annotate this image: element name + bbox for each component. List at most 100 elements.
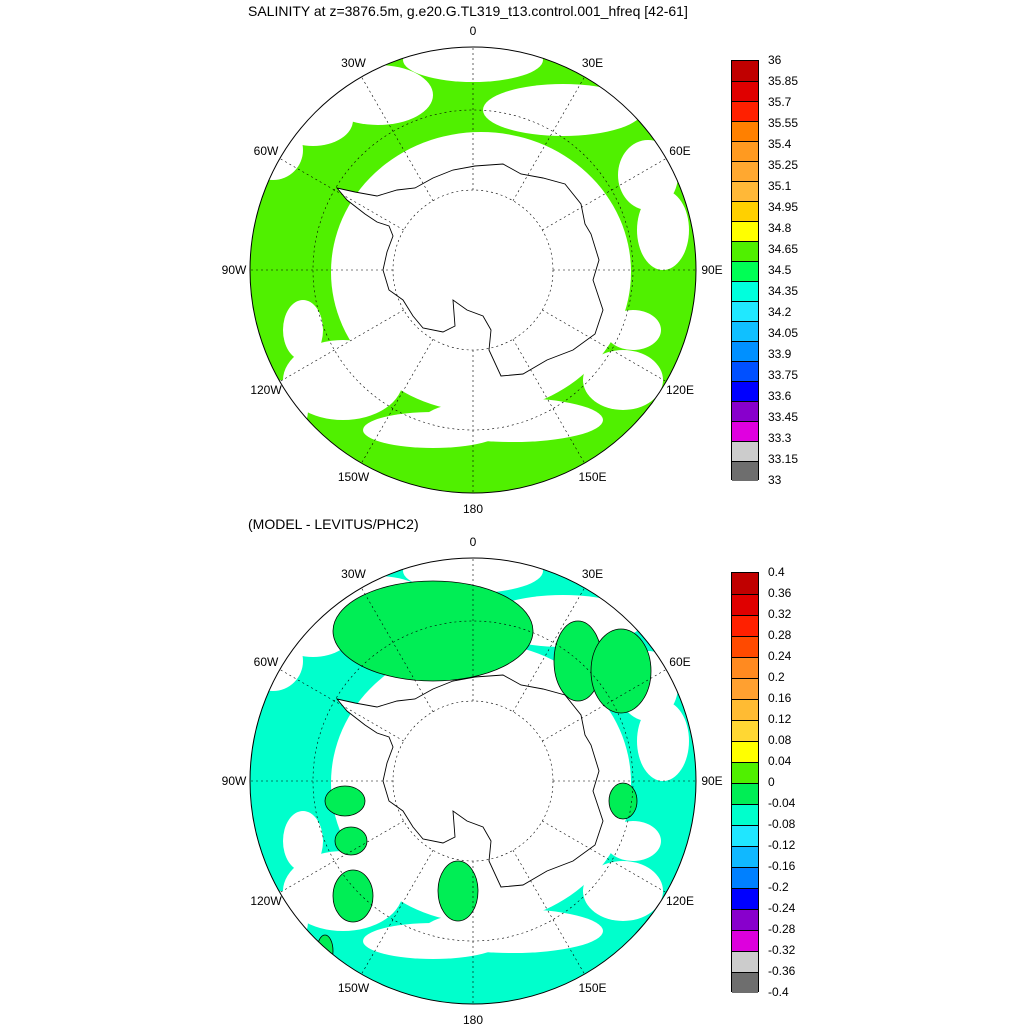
colorbar-swatch (732, 141, 758, 161)
positive-anomaly-patch (590, 628, 652, 714)
longitude-label: 180 (462, 502, 484, 516)
meridian-line (279, 820, 404, 893)
colorbar-swatch (732, 201, 758, 221)
meridian-line (512, 850, 585, 975)
longitude-label: 90W (221, 263, 247, 277)
colorbar-label: 34.65 (768, 242, 799, 256)
colorbar-label: 0.24 (768, 649, 792, 663)
missing-data-patch (363, 923, 503, 959)
positive-anomaly-patch (332, 869, 374, 923)
colorbar-label: -0.28 (768, 922, 796, 936)
meridian-line (512, 339, 585, 464)
colorbar-label: 0.16 (768, 691, 792, 705)
colorbar-swatch (732, 678, 758, 699)
positive-anomaly-patch (334, 826, 368, 856)
meridian-line (361, 850, 434, 975)
colorbar-swatch (732, 121, 758, 141)
longitude-label: 30W (341, 567, 366, 582)
colorbar-swatch (732, 441, 758, 461)
meridian-line (361, 339, 434, 464)
meridian-line (512, 76, 585, 201)
colorbar-swatch (732, 421, 758, 441)
missing-data-patch (637, 701, 689, 781)
missing-data-patch (283, 300, 323, 360)
map-boundary (249, 46, 697, 494)
longitude-label: 30W (341, 56, 366, 71)
longitude-label: 90E (701, 263, 723, 277)
colorbar-swatch (732, 221, 758, 241)
colorbar-label: 35.85 (768, 74, 799, 88)
panel1-colorbar (731, 60, 759, 481)
longitude-label: 120E (665, 893, 694, 908)
colorbar-swatch (732, 261, 758, 281)
missing-data-patch (363, 412, 503, 448)
colorbar-label: 0.28 (768, 628, 792, 642)
longitude-label: 90W (221, 774, 247, 788)
colorbar-swatch (732, 909, 758, 930)
positive-anomaly-patch (437, 860, 479, 922)
longitude-label: 0 (469, 24, 477, 38)
colorbar-label: 34.5 (768, 263, 792, 277)
longitude-label: 150E (578, 469, 607, 484)
colorbar-swatch (732, 741, 758, 762)
colorbar-label: -0.08 (768, 817, 796, 831)
colorbar-swatch (732, 301, 758, 321)
colorbar-swatch (732, 699, 758, 720)
colorbar-label: 33.3 (768, 431, 792, 445)
antarctica-coastline (335, 674, 604, 888)
colorbar-label: 35.55 (768, 116, 799, 130)
colorbar-label: -0.2 (768, 880, 789, 894)
colorbar-label: 33.45 (768, 410, 799, 424)
missing-data-patch (637, 190, 689, 270)
colorbar-label: 0.32 (768, 607, 792, 621)
colorbar-swatch (732, 573, 758, 594)
colorbar-label: 0.2 (768, 670, 785, 684)
meridian-line (279, 669, 404, 742)
colorbar-label: -0.16 (768, 859, 796, 873)
colorbar-swatch (732, 825, 758, 846)
panel2-colorbar (731, 572, 759, 993)
colorbar-swatch (732, 972, 758, 993)
longitude-label: 150E (578, 980, 607, 995)
colorbar-swatch (732, 241, 758, 261)
colorbar-label: 34.35 (768, 284, 799, 298)
colorbar-label: 0.04 (768, 754, 792, 768)
colorbar-swatch (732, 888, 758, 909)
colorbar-swatch (732, 361, 758, 381)
colorbar-label: 0 (768, 775, 775, 789)
colorbar-swatch (732, 783, 758, 804)
panel2-title: (MODEL - LEVITUS/PHC2) (248, 516, 419, 532)
colorbar-swatch (732, 636, 758, 657)
longitude-label: 30E (581, 567, 604, 582)
colorbar-swatch (732, 461, 758, 481)
map-boundary (249, 557, 697, 1005)
meridian-line (542, 820, 667, 893)
meridian-line (542, 309, 667, 382)
colorbar-swatch (732, 181, 758, 201)
colorbar-label: 0.12 (768, 712, 792, 726)
colorbar-swatch (732, 61, 758, 81)
colorbar-swatch (732, 951, 758, 972)
panel1-title: SALINITY at z=3876.5m, g.e20.G.TL319_t13… (248, 3, 688, 19)
longitude-label: 150W (337, 980, 370, 995)
missing-data-patch (583, 350, 663, 410)
positive-anomaly-patch (332, 580, 534, 682)
colorbar-label: 34.2 (768, 305, 792, 319)
colorbar-label: 34.05 (768, 326, 799, 340)
colorbar-label: -0.24 (768, 901, 796, 915)
colorbar-swatch (732, 615, 758, 636)
meridian-line (361, 587, 434, 712)
colorbar-label: 0.36 (768, 586, 792, 600)
longitude-label: 120W (250, 382, 282, 397)
longitude-label: 180 (462, 1013, 484, 1027)
missing-data-patch (583, 861, 663, 921)
positive-anomaly-patch (324, 785, 366, 817)
colorbar-swatch (732, 161, 758, 181)
colorbar-label: 35.25 (768, 158, 799, 172)
longitude-label: 60E (669, 143, 691, 158)
longitude-label: 60W (253, 143, 279, 158)
longitude-label: 30E (581, 56, 604, 71)
meridian-line (279, 309, 404, 382)
